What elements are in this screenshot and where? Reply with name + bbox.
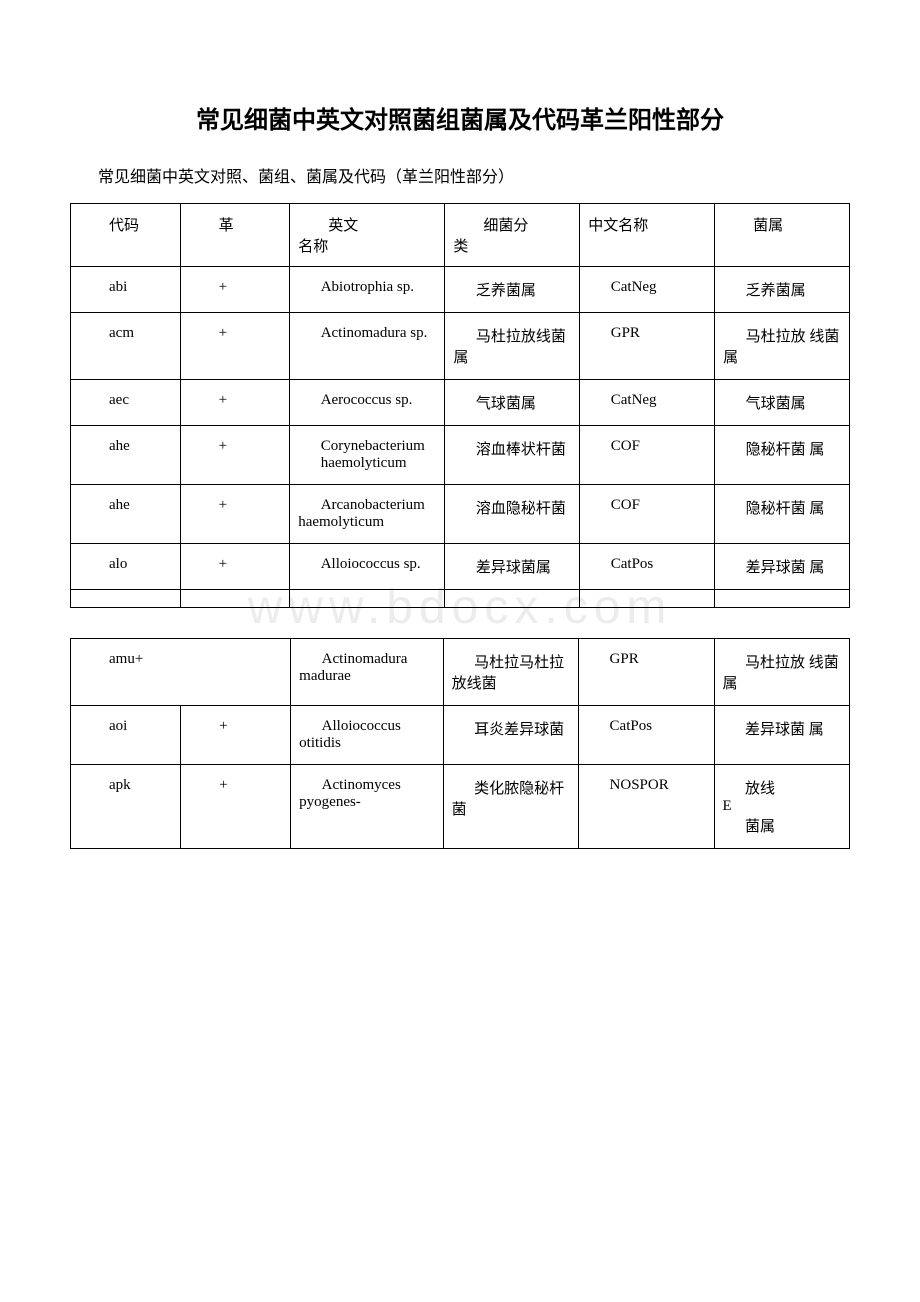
cell-ge: + [181, 706, 291, 765]
page-title: 常见细菌中英文对照菌组菌属及代码革兰阳性部分 [70, 100, 850, 135]
cell-code: ahe [71, 426, 181, 485]
header-genus: 菌属 [715, 204, 850, 267]
cell-en: Actinomadura madurae [291, 639, 443, 706]
table-row: abi + Abiotrophia sp. 乏养菌属 CatNeg 乏养菌属 [71, 267, 850, 313]
cell-code: apk [71, 765, 181, 849]
cell-cat: GPR [579, 639, 714, 706]
bacteria-table-1: 代码 革 英文 名称 细菌分 类 中文名称 菌属 abi + Abiotroph… [70, 203, 850, 608]
cell-en: Alloiococcus otitidis [291, 706, 443, 765]
cell-cat: CatPos [579, 706, 714, 765]
cell-cn: 溶血棒状杆菌 [445, 426, 580, 485]
cell-cat: CatNeg [580, 267, 715, 313]
table-row: ahe + Corynebacteriumhaemolyticum 溶血棒状杆菌… [71, 426, 850, 485]
cell-cn: 溶血隐秘杆菌 [445, 485, 580, 544]
table-row: acm + Actinomadura sp. 马杜拉放线菌属 GPR 马杜拉放 … [71, 313, 850, 380]
header-cn2: 中文名称 [580, 204, 715, 267]
cell-cn: 乏养菌属 [445, 267, 580, 313]
table-header-row: 代码 革 英文 名称 细菌分 类 中文名称 菌属 [71, 204, 850, 267]
cell-en: Alloiococcus sp. [290, 544, 445, 590]
cell-en: Corynebacteriumhaemolyticum [290, 426, 445, 485]
cell-ge: + [180, 544, 290, 590]
cell-en: Actinomadura sp. [290, 313, 445, 380]
cell-cn: 马杜拉马杜拉放线菌 [443, 639, 578, 706]
cell-genus: 乏养菌属 [715, 267, 850, 313]
table-row: amu+ Actinomadura madurae 马杜拉马杜拉放线菌 GPR … [71, 639, 850, 706]
cell-ge: + [181, 765, 291, 849]
table-row: aoi + Alloiococcus otitidis 耳炎差异球菌 CatPo… [71, 706, 850, 765]
cell-en: Actinomyces pyogenes- [291, 765, 443, 849]
cell-genus: 放线 E 菌属 [714, 765, 849, 849]
cell-genus: 差异球菌 属 [715, 544, 850, 590]
header-code: 代码 [71, 204, 181, 267]
cell-en: Abiotrophia sp. [290, 267, 445, 313]
table-blank-row [71, 590, 850, 608]
cell-code: aoi [71, 706, 181, 765]
cell-ge: + [180, 426, 290, 485]
header-ge: 革 [180, 204, 290, 267]
cell-genus: 隐秘杆菌 属 [715, 485, 850, 544]
cell-cat: COF [580, 485, 715, 544]
cell-cn: 气球菌属 [445, 380, 580, 426]
page-subtitle: 常见细菌中英文对照、菌组、菌属及代码（革兰阳性部分） [98, 163, 850, 187]
cell-code: amu+ [71, 639, 291, 706]
cell-ge: + [180, 313, 290, 380]
cell-genus: 气球菌属 [715, 380, 850, 426]
table-row: ahe + Arcanobacterium haemolyticum 溶血隐秘杆… [71, 485, 850, 544]
cell-cat: COF [580, 426, 715, 485]
cell-code: ahe [71, 485, 181, 544]
cell-cn: 耳炎差异球菌 [443, 706, 578, 765]
cell-cn: 类化脓隐秘杆菌 [443, 765, 578, 849]
table-row: apk + Actinomyces pyogenes- 类化脓隐秘杆菌 NOSP… [71, 765, 850, 849]
cell-cat: GPR [580, 313, 715, 380]
cell-genus: 马杜拉放 线菌属 [715, 313, 850, 380]
cell-genus: 隐秘杆菌 属 [715, 426, 850, 485]
cell-en: Arcanobacterium haemolyticum [290, 485, 445, 544]
bacteria-table-2: amu+ Actinomadura madurae 马杜拉马杜拉放线菌 GPR … [70, 638, 850, 849]
cell-ge: + [180, 485, 290, 544]
table-row: aec + Aerococcus sp. 气球菌属 CatNeg 气球菌属 [71, 380, 850, 426]
cell-cat: NOSPOR [579, 765, 714, 849]
cell-genus: 差异球菌 属 [714, 706, 849, 765]
cell-code: aec [71, 380, 181, 426]
cell-code: acm [71, 313, 181, 380]
header-cn: 细菌分 类 [445, 204, 580, 267]
cell-code: alo [71, 544, 181, 590]
cell-ge: + [180, 267, 290, 313]
header-en: 英文 名称 [290, 204, 445, 267]
cell-code: abi [71, 267, 181, 313]
cell-en: Aerococcus sp. [290, 380, 445, 426]
cell-cat: CatNeg [580, 380, 715, 426]
cell-cn: 差异球菌属 [445, 544, 580, 590]
cell-cat: CatPos [580, 544, 715, 590]
cell-ge: + [180, 380, 290, 426]
cell-genus: 马杜拉放 线菌属 [714, 639, 849, 706]
cell-cn: 马杜拉放线菌属 [445, 313, 580, 380]
table-row: alo + Alloiococcus sp. 差异球菌属 CatPos 差异球菌… [71, 544, 850, 590]
